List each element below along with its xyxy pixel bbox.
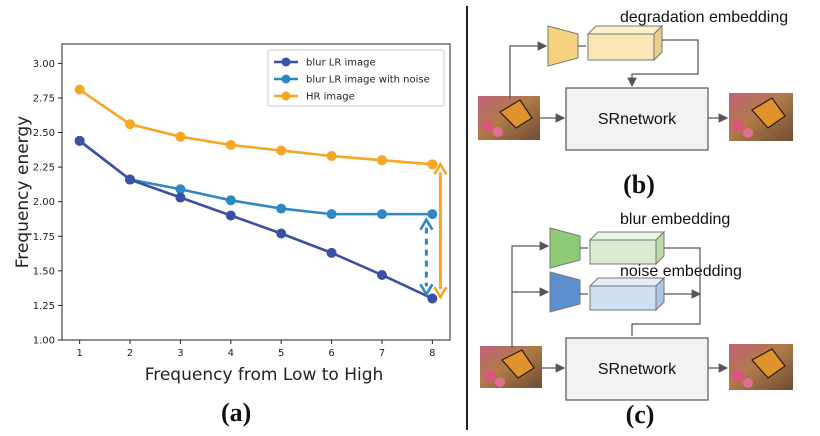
panel-divider: [466, 6, 468, 430]
y-axis-label: Frequency energy: [13, 116, 33, 268]
data-point: [376, 155, 387, 166]
y-tick-label: 1.75: [33, 232, 55, 243]
panel-b-label: (b): [623, 170, 655, 199]
noise-gap-arrow: [419, 217, 434, 297]
series-line-1: [78, 139, 433, 216]
panel-c-output-image: [729, 344, 793, 390]
y-tick-label: 2.50: [33, 128, 55, 139]
data-point: [175, 192, 186, 203]
data-point: [376, 269, 387, 280]
data-point: [326, 151, 337, 162]
panel-c-blur-encoder-icon: [549, 227, 581, 269]
data-point: [427, 159, 438, 170]
panel-c-label: (c): [626, 400, 655, 429]
chart-annotations: [419, 161, 448, 300]
panel-c-input-image: [480, 346, 542, 388]
legend-swatch-marker: [281, 74, 291, 84]
data-point: [74, 135, 85, 146]
data-point: [276, 145, 287, 156]
data-point: [175, 131, 186, 142]
x-tick-label: 7: [379, 348, 385, 359]
y-tick-label: 1.25: [33, 301, 55, 312]
panel-c-srnetwork-box: [565, 337, 709, 401]
panel-c-blur-embedding-block: [588, 230, 666, 266]
data-point: [74, 84, 85, 95]
y-tick-label: 1.00: [33, 336, 55, 347]
legend-swatch-marker: [281, 57, 291, 67]
panel-c-blur-label: blur embedding: [620, 211, 730, 228]
series-line-0: [78, 139, 433, 300]
data-point: [376, 209, 387, 220]
x-tick-label: 4: [228, 348, 234, 359]
data-point: [276, 203, 287, 214]
panel-b-input-image: [478, 96, 540, 140]
panel-c-arrow-to-blur-encoder: [511, 241, 550, 348]
panel-a-label: (a): [221, 398, 252, 427]
panel-c-noise-encoder-icon: [549, 271, 581, 313]
panel-c-diagram: blur embedding noise embedding SRnetwork: [480, 211, 793, 401]
panel-b-srnetwork-label: SRnetwork: [598, 111, 677, 128]
arrow-head-top: [433, 161, 448, 176]
y-tick-label: 2.75: [33, 93, 55, 104]
legend-entry-label: blur LR image with noise: [306, 75, 430, 86]
frequency-energy-chart: 1.00 1.25 1.50 1.75 2.00 2.25 2.50 2.75 3.00 1 2 3 4…: [13, 43, 451, 385]
data-point: [225, 195, 236, 206]
panel-b-degradation-encoder-icon: [547, 25, 579, 67]
x-tick-label: 8: [429, 348, 435, 359]
chart-legend: blur LR image blur LR image with noise HR …: [267, 49, 445, 107]
legend-swatch-marker: [281, 91, 291, 101]
data-point: [427, 293, 438, 304]
data-point: [427, 209, 438, 220]
panel-b-arrow-to-encoder: [509, 41, 548, 98]
data-point: [225, 210, 236, 221]
x-tick-label: 6: [328, 348, 334, 359]
panel-b-arrow-embedding-to-network: [627, 39, 699, 88]
data-point: [276, 228, 287, 239]
chart-series: [74, 84, 438, 304]
panel-c-srnetwork-label: SRnetwork: [598, 361, 677, 378]
data-point: [326, 247, 337, 258]
panel-b-diagram: degradation embedding SRnetwork: [478, 9, 793, 151]
chart-axes: 1.00 1.25 1.50 1.75 2.00 2.25 2.50 2.75 3.00 1 2 3 4…: [13, 43, 451, 385]
panel-b-output-image: [729, 93, 793, 141]
panel-c-noise-embedding-block: [588, 276, 666, 312]
series-line-2: [78, 88, 433, 166]
panel-b-srnetwork-box: [565, 87, 709, 151]
y-tick-label: 1.50: [33, 266, 55, 277]
x-axis-label: Frequency from Low to High: [145, 365, 384, 385]
data-point: [225, 139, 236, 150]
data-point: [175, 184, 186, 195]
data-point: [125, 174, 136, 185]
y-tick-label: 3.00: [33, 59, 55, 70]
data-point: [326, 209, 337, 220]
y-tick-label: 2.00: [33, 197, 55, 208]
x-tick-label: 5: [278, 348, 284, 359]
panel-c-noise-label: noise embedding: [620, 263, 742, 280]
arrow-head-bottom: [433, 286, 448, 300]
plot-frame: [61, 43, 451, 341]
data-point: [125, 119, 136, 130]
panel-c-arrow-embeddings-to-network: [631, 247, 700, 336]
x-tick-label: 1: [76, 348, 82, 359]
arrow-head-bottom: [419, 283, 434, 297]
panel-b-embedding-label: degradation embedding: [620, 9, 788, 26]
panel-b-degradation-embedding-block: [586, 24, 664, 62]
legend-entry-label: blur LR image: [306, 58, 376, 69]
y-tick-label: 2.25: [33, 163, 55, 174]
legend-entry-label: HR image: [306, 92, 355, 103]
arrow-head-top: [419, 217, 434, 231]
hr-gap-arrow: [433, 161, 448, 300]
legend-box: [267, 49, 445, 107]
x-tick-label: 3: [177, 348, 183, 359]
x-tick-label: 2: [127, 348, 133, 359]
